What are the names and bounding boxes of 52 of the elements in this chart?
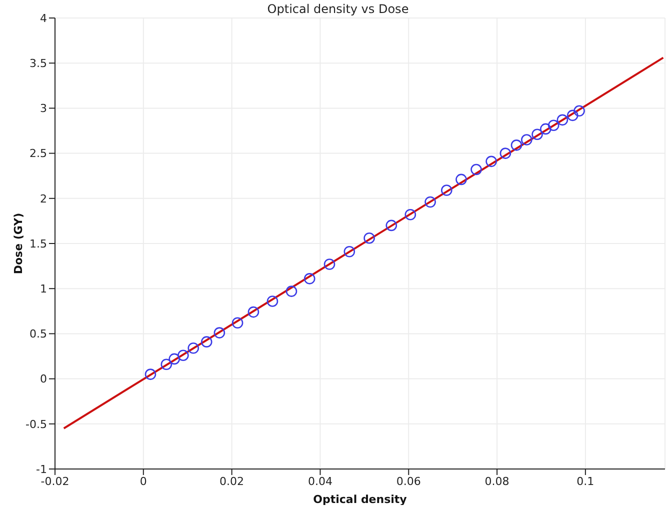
y-tick-label: 2.5	[30, 147, 47, 160]
y-tick-label: 4	[40, 12, 47, 25]
x-tick-label: 0.06	[396, 474, 421, 488]
x-tick-label: -0.02	[40, 474, 70, 488]
chart-title: Optical density vs Dose	[267, 2, 409, 16]
point	[248, 306, 260, 318]
point	[548, 120, 560, 131]
x-axis-title: Optical density	[313, 493, 407, 506]
point	[160, 358, 172, 370]
point	[486, 156, 497, 168]
y-tick-label: 1.5	[30, 237, 47, 250]
point	[440, 184, 452, 196]
point	[214, 327, 226, 338]
y-tick-label: 1	[40, 282, 47, 296]
point	[266, 296, 278, 307]
point	[566, 110, 578, 122]
point	[456, 174, 467, 186]
y-tick-label: 0.5	[30, 328, 47, 341]
y-tick-label: -0.5	[26, 418, 47, 431]
point	[168, 353, 180, 365]
x-tick-label: 0.02	[220, 474, 244, 488]
point	[532, 128, 543, 140]
point	[574, 105, 585, 117]
y-tick-label: -1	[36, 462, 47, 476]
x-tick-label: 0.04	[308, 474, 332, 488]
point	[232, 317, 244, 329]
point	[500, 148, 512, 159]
point	[404, 208, 416, 220]
point	[556, 114, 568, 126]
point	[304, 273, 316, 284]
point	[344, 246, 356, 258]
point	[178, 350, 189, 361]
x-tick-label: 0.1	[576, 474, 594, 488]
point	[324, 258, 336, 270]
y-axis-title: Dose (GY)	[12, 212, 25, 274]
point	[200, 336, 212, 348]
point	[364, 232, 375, 244]
point	[144, 368, 156, 380]
point	[510, 140, 522, 151]
x-tick-label: 0.08	[484, 474, 510, 488]
point	[470, 164, 482, 176]
y-tick-label: 3.5	[30, 57, 47, 70]
point	[188, 342, 200, 354]
point	[520, 134, 532, 146]
point	[386, 220, 398, 232]
point	[286, 286, 298, 297]
point	[424, 196, 436, 208]
y-tick-label: 0	[40, 372, 47, 386]
x-tick-label: 0	[140, 474, 147, 488]
y-tick-label: 2	[40, 192, 47, 206]
y-tick-label: 3	[40, 102, 47, 116]
point	[540, 123, 552, 135]
